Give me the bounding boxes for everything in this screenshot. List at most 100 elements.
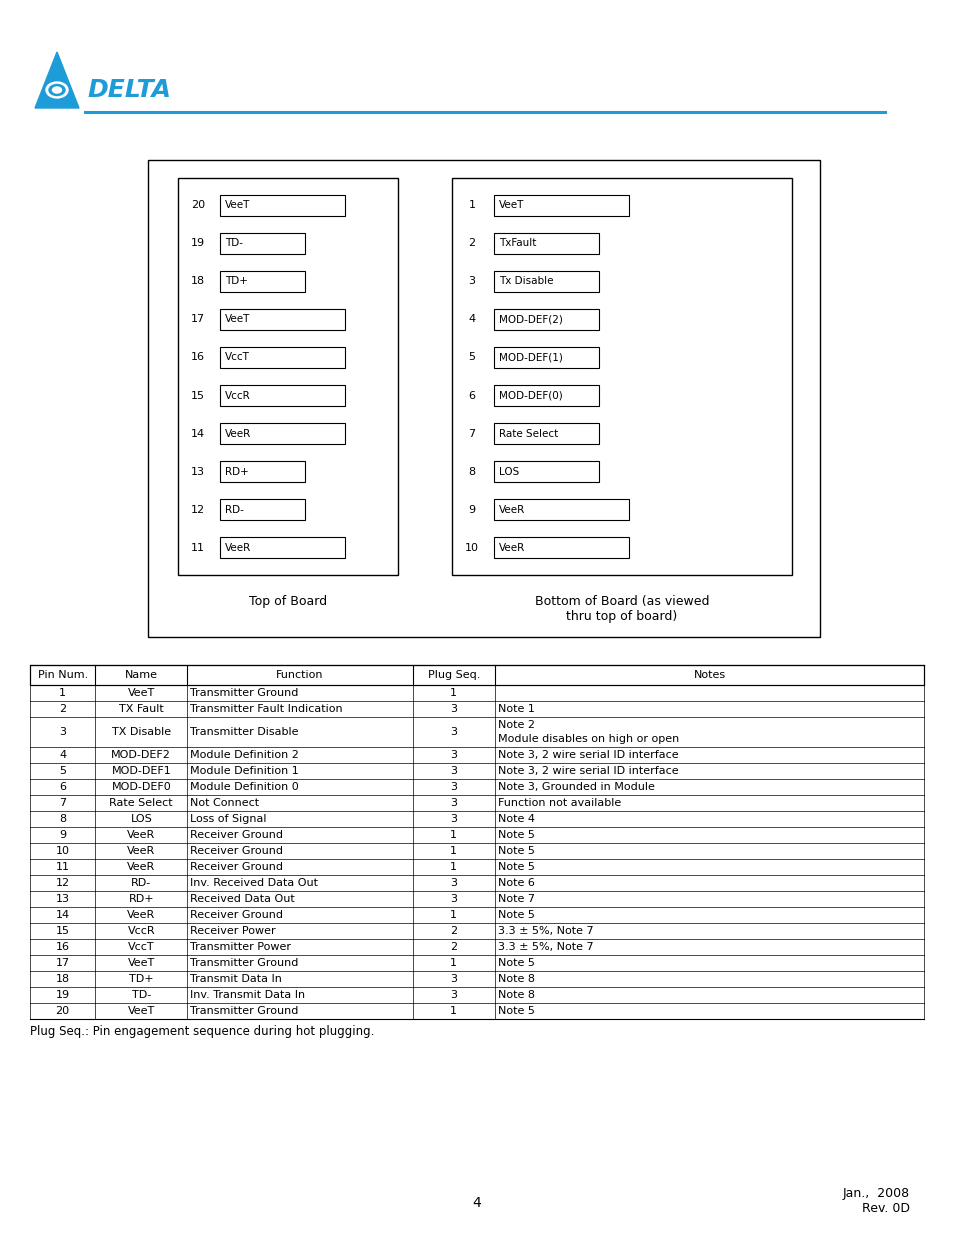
Text: 1: 1	[59, 688, 66, 698]
Text: 10: 10	[55, 846, 70, 856]
Text: VeeT: VeeT	[225, 315, 250, 325]
Bar	[494, 461, 598, 482]
Text: Transmitter Disable: Transmitter Disable	[191, 727, 298, 737]
Text: 6: 6	[59, 782, 66, 792]
Text: TxFault: TxFault	[498, 238, 536, 248]
Text: VccT: VccT	[128, 942, 154, 952]
Text: VeeR: VeeR	[127, 862, 155, 872]
Text: 1: 1	[450, 688, 456, 698]
Text: 16: 16	[191, 352, 205, 362]
Text: 4: 4	[59, 750, 66, 760]
Text: 3: 3	[468, 277, 475, 287]
Text: 3: 3	[450, 766, 456, 776]
Text: 3: 3	[450, 878, 456, 888]
Text: LOS: LOS	[131, 814, 152, 824]
Text: TD+: TD+	[225, 277, 248, 287]
Text: 1: 1	[450, 846, 456, 856]
Polygon shape	[35, 52, 79, 107]
Text: 3: 3	[450, 814, 456, 824]
Text: Note 5: Note 5	[497, 958, 535, 968]
Bar	[220, 347, 345, 368]
Text: 1: 1	[450, 1007, 456, 1016]
Bar	[494, 347, 598, 368]
Text: 5: 5	[468, 352, 475, 362]
Text: Transmit Data In: Transmit Data In	[191, 974, 282, 984]
Text: VeeT: VeeT	[225, 200, 250, 210]
Text: RD+: RD+	[129, 894, 154, 904]
Text: Pin Num.: Pin Num.	[37, 671, 88, 680]
Text: VeeT: VeeT	[128, 688, 154, 698]
Text: 8: 8	[59, 814, 66, 824]
Text: Name: Name	[125, 671, 157, 680]
Bar	[220, 195, 345, 216]
Text: 3.3 ± 5%, Note 7: 3.3 ± 5%, Note 7	[497, 926, 593, 936]
Text: 2: 2	[468, 238, 475, 248]
Bar	[494, 309, 598, 330]
Text: Receiver Ground: Receiver Ground	[191, 830, 283, 840]
Text: Receiver Ground: Receiver Ground	[191, 910, 283, 920]
Text: Module Definition 0: Module Definition 0	[191, 782, 299, 792]
Text: VeeR: VeeR	[127, 830, 155, 840]
Text: 11: 11	[55, 862, 70, 872]
Text: 3: 3	[450, 782, 456, 792]
Ellipse shape	[49, 84, 65, 95]
Text: 8: 8	[468, 467, 475, 477]
Text: 1: 1	[450, 862, 456, 872]
Text: Tx Disable: Tx Disable	[498, 277, 553, 287]
Text: Loss of Signal: Loss of Signal	[191, 814, 267, 824]
Text: TX Fault: TX Fault	[119, 704, 164, 714]
Text: 14: 14	[191, 429, 205, 438]
Bar	[30, 664, 923, 685]
Text: 4: 4	[468, 315, 475, 325]
Text: Note 1: Note 1	[497, 704, 535, 714]
Text: Note 6: Note 6	[497, 878, 535, 888]
Bar	[220, 424, 345, 445]
Text: Note 3, 2 wire serial ID interface: Note 3, 2 wire serial ID interface	[497, 766, 678, 776]
Bar	[452, 178, 791, 576]
Bar	[220, 232, 305, 253]
Text: TX Disable: TX Disable	[112, 727, 171, 737]
Text: 5: 5	[59, 766, 66, 776]
Text: Received Data Out: Received Data Out	[191, 894, 294, 904]
Text: 7: 7	[468, 429, 475, 438]
Text: 13: 13	[191, 467, 205, 477]
Text: Not Connect: Not Connect	[191, 798, 259, 808]
Text: 3: 3	[450, 750, 456, 760]
Text: 15: 15	[191, 390, 205, 400]
Text: Note 8: Note 8	[497, 974, 535, 984]
Text: MOD-DEF(2): MOD-DEF(2)	[498, 315, 562, 325]
Text: Transmitter Ground: Transmitter Ground	[191, 688, 298, 698]
Text: Receiver Ground: Receiver Ground	[191, 862, 283, 872]
Text: Bottom of Board (as viewed
thru top of board): Bottom of Board (as viewed thru top of b…	[535, 595, 708, 622]
Text: VeeR: VeeR	[225, 543, 251, 553]
Text: Rev. 0D: Rev. 0D	[862, 1203, 909, 1215]
Bar	[494, 385, 598, 406]
Text: RD-: RD-	[225, 505, 244, 515]
Text: MOD-DEF1: MOD-DEF1	[112, 766, 171, 776]
Bar	[220, 537, 345, 558]
Text: MOD-DEF(0): MOD-DEF(0)	[498, 390, 562, 400]
Bar	[148, 161, 820, 637]
Bar	[494, 499, 628, 520]
Bar	[494, 537, 628, 558]
Text: Module disables on high or open: Module disables on high or open	[497, 734, 679, 743]
Text: Plug Seq.: Plug Seq.	[427, 671, 479, 680]
Text: 3: 3	[59, 727, 66, 737]
Text: Jan.,  2008: Jan., 2008	[842, 1187, 909, 1199]
Text: 12: 12	[55, 878, 70, 888]
Text: 3: 3	[450, 798, 456, 808]
Text: Receiver Ground: Receiver Ground	[191, 846, 283, 856]
Text: Inv. Received Data Out: Inv. Received Data Out	[191, 878, 318, 888]
Text: TD-: TD-	[225, 238, 243, 248]
Text: Note 5: Note 5	[497, 910, 535, 920]
Text: 3.3 ± 5%, Note 7: 3.3 ± 5%, Note 7	[497, 942, 593, 952]
Bar	[178, 178, 397, 576]
Text: VeeR: VeeR	[498, 543, 525, 553]
Text: Note 3, Grounded in Module: Note 3, Grounded in Module	[497, 782, 654, 792]
Text: Plug Seq.: Pin engagement sequence during hot plugging.: Plug Seq.: Pin engagement sequence durin…	[30, 1025, 374, 1039]
Text: VccR: VccR	[128, 926, 155, 936]
Text: DELTA: DELTA	[87, 78, 171, 103]
Text: 1: 1	[468, 200, 475, 210]
Text: MOD-DEF0: MOD-DEF0	[112, 782, 171, 792]
Text: Transmitter Ground: Transmitter Ground	[191, 958, 298, 968]
